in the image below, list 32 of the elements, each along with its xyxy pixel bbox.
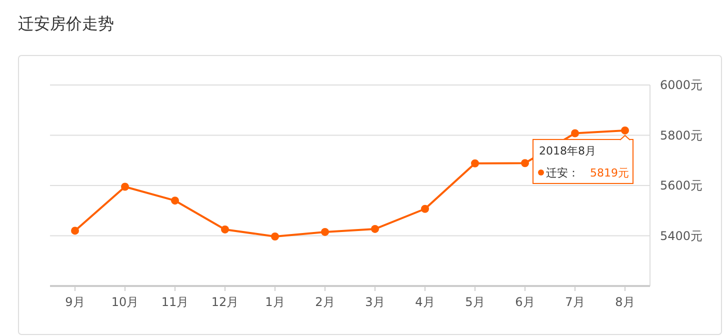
point bbox=[171, 196, 179, 205]
point bbox=[471, 159, 479, 168]
point bbox=[371, 224, 379, 233]
x-tick-label: 4月 bbox=[415, 295, 435, 309]
x-tick-label: 12月 bbox=[211, 295, 239, 309]
y-tick-label: 6000元 bbox=[660, 78, 703, 92]
data-label: 5819元 bbox=[590, 166, 629, 180]
x-tick-label: 2月 bbox=[315, 295, 335, 309]
annotation: 2018年8月 bbox=[539, 144, 596, 158]
point bbox=[321, 228, 329, 236]
chart-title: 迁安房价走势 bbox=[18, 14, 114, 33]
x-tick-label: 5月 bbox=[465, 295, 485, 309]
x-tick-label: 9月 bbox=[65, 295, 85, 309]
y-tick-label: 5600元 bbox=[660, 178, 703, 192]
legend-label: 迁安： bbox=[546, 166, 579, 180]
y-tick-label: 5400元 bbox=[660, 228, 703, 243]
x-tick-label: 1月 bbox=[265, 295, 285, 309]
point bbox=[571, 129, 579, 138]
x-tick-label: 7月 bbox=[565, 295, 585, 309]
point bbox=[71, 226, 79, 235]
x-tick-label: 11月 bbox=[161, 295, 189, 309]
y-tick-label: 5800元 bbox=[660, 128, 703, 142]
x-tick-label: 3月 bbox=[365, 295, 385, 309]
point bbox=[521, 159, 529, 168]
x-tick-label: 8月 bbox=[615, 295, 635, 309]
x-tick-label: 10月 bbox=[111, 295, 139, 309]
point bbox=[621, 126, 629, 134]
point bbox=[271, 232, 279, 241]
point bbox=[221, 225, 229, 234]
x-tick-label: 6月 bbox=[515, 295, 535, 309]
point bbox=[421, 204, 429, 213]
point bbox=[121, 182, 129, 191]
